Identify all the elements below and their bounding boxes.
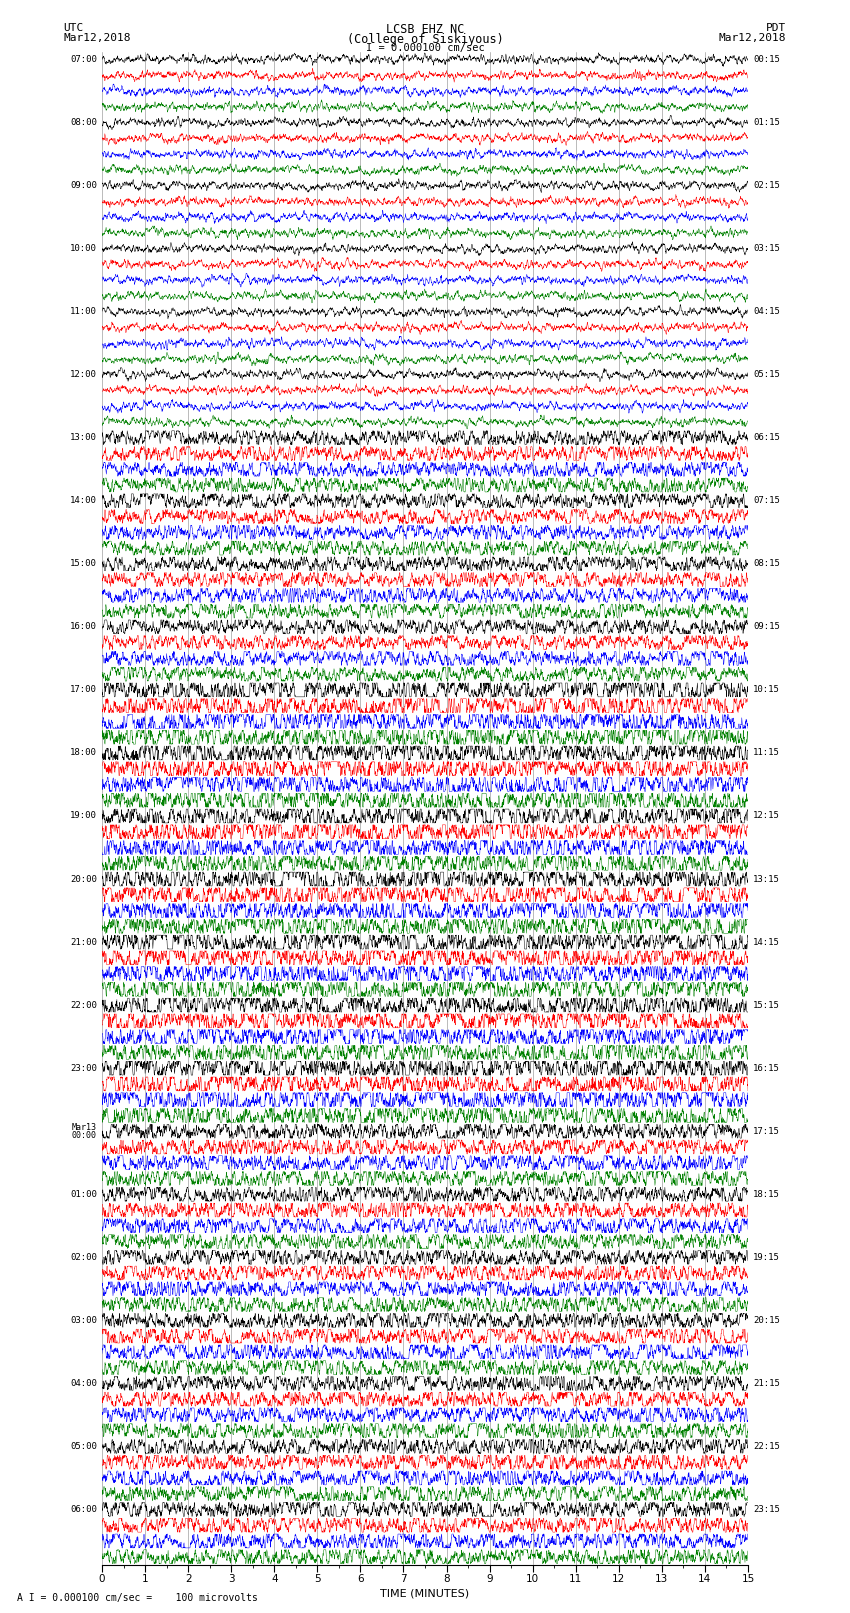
Text: 01:15: 01:15 (753, 118, 780, 127)
Text: 02:15: 02:15 (753, 181, 780, 190)
Text: 16:00: 16:00 (70, 623, 97, 631)
Text: 18:15: 18:15 (753, 1190, 780, 1198)
Text: 09:15: 09:15 (753, 623, 780, 631)
Text: 19:00: 19:00 (70, 811, 97, 821)
Text: Mar13: Mar13 (72, 1123, 97, 1132)
Text: 12:00: 12:00 (70, 371, 97, 379)
Text: 07:15: 07:15 (753, 497, 780, 505)
Text: LCSB EHZ NC: LCSB EHZ NC (386, 24, 464, 37)
Text: 08:15: 08:15 (753, 560, 780, 568)
Text: 04:00: 04:00 (70, 1379, 97, 1387)
Text: 11:15: 11:15 (753, 748, 780, 758)
Text: 07:00: 07:00 (70, 55, 97, 65)
Text: Mar12,2018: Mar12,2018 (64, 32, 131, 44)
Text: 14:15: 14:15 (753, 937, 780, 947)
Text: 05:00: 05:00 (70, 1442, 97, 1452)
Text: 23:00: 23:00 (70, 1063, 97, 1073)
Text: 18:00: 18:00 (70, 748, 97, 758)
Text: 16:15: 16:15 (753, 1063, 780, 1073)
Text: 10:00: 10:00 (70, 244, 97, 253)
Text: 21:00: 21:00 (70, 937, 97, 947)
Text: 03:15: 03:15 (753, 244, 780, 253)
Text: 05:15: 05:15 (753, 371, 780, 379)
Text: 13:15: 13:15 (753, 874, 780, 884)
Text: 09:00: 09:00 (70, 181, 97, 190)
Text: 23:15: 23:15 (753, 1505, 780, 1515)
Text: 04:15: 04:15 (753, 306, 780, 316)
Text: 08:00: 08:00 (70, 118, 97, 127)
Text: I = 0.000100 cm/sec: I = 0.000100 cm/sec (366, 44, 484, 53)
Text: 01:00: 01:00 (70, 1190, 97, 1198)
Text: 17:00: 17:00 (70, 686, 97, 695)
Text: 20:15: 20:15 (753, 1316, 780, 1324)
Text: UTC: UTC (64, 24, 84, 34)
Text: 06:15: 06:15 (753, 434, 780, 442)
Text: PDT: PDT (766, 24, 786, 34)
Text: 12:15: 12:15 (753, 811, 780, 821)
Text: 14:00: 14:00 (70, 497, 97, 505)
Text: 22:00: 22:00 (70, 1000, 97, 1010)
Text: 15:15: 15:15 (753, 1000, 780, 1010)
Text: 06:00: 06:00 (70, 1505, 97, 1515)
Text: Mar12,2018: Mar12,2018 (719, 32, 786, 44)
Text: 10:15: 10:15 (753, 686, 780, 695)
Text: 15:00: 15:00 (70, 560, 97, 568)
Text: 02:00: 02:00 (70, 1253, 97, 1261)
Text: 13:00: 13:00 (70, 434, 97, 442)
Text: 00:00: 00:00 (72, 1131, 97, 1140)
Text: 20:00: 20:00 (70, 874, 97, 884)
Text: 19:15: 19:15 (753, 1253, 780, 1261)
Text: (College of Siskiyous): (College of Siskiyous) (347, 32, 503, 47)
Text: 17:15: 17:15 (753, 1127, 780, 1136)
Text: 03:00: 03:00 (70, 1316, 97, 1324)
Text: 22:15: 22:15 (753, 1442, 780, 1452)
X-axis label: TIME (MINUTES): TIME (MINUTES) (381, 1589, 469, 1598)
Text: A I = 0.000100 cm/sec =    100 microvolts: A I = 0.000100 cm/sec = 100 microvolts (17, 1594, 258, 1603)
Text: 11:00: 11:00 (70, 306, 97, 316)
Text: 21:15: 21:15 (753, 1379, 780, 1387)
Text: 00:15: 00:15 (753, 55, 780, 65)
